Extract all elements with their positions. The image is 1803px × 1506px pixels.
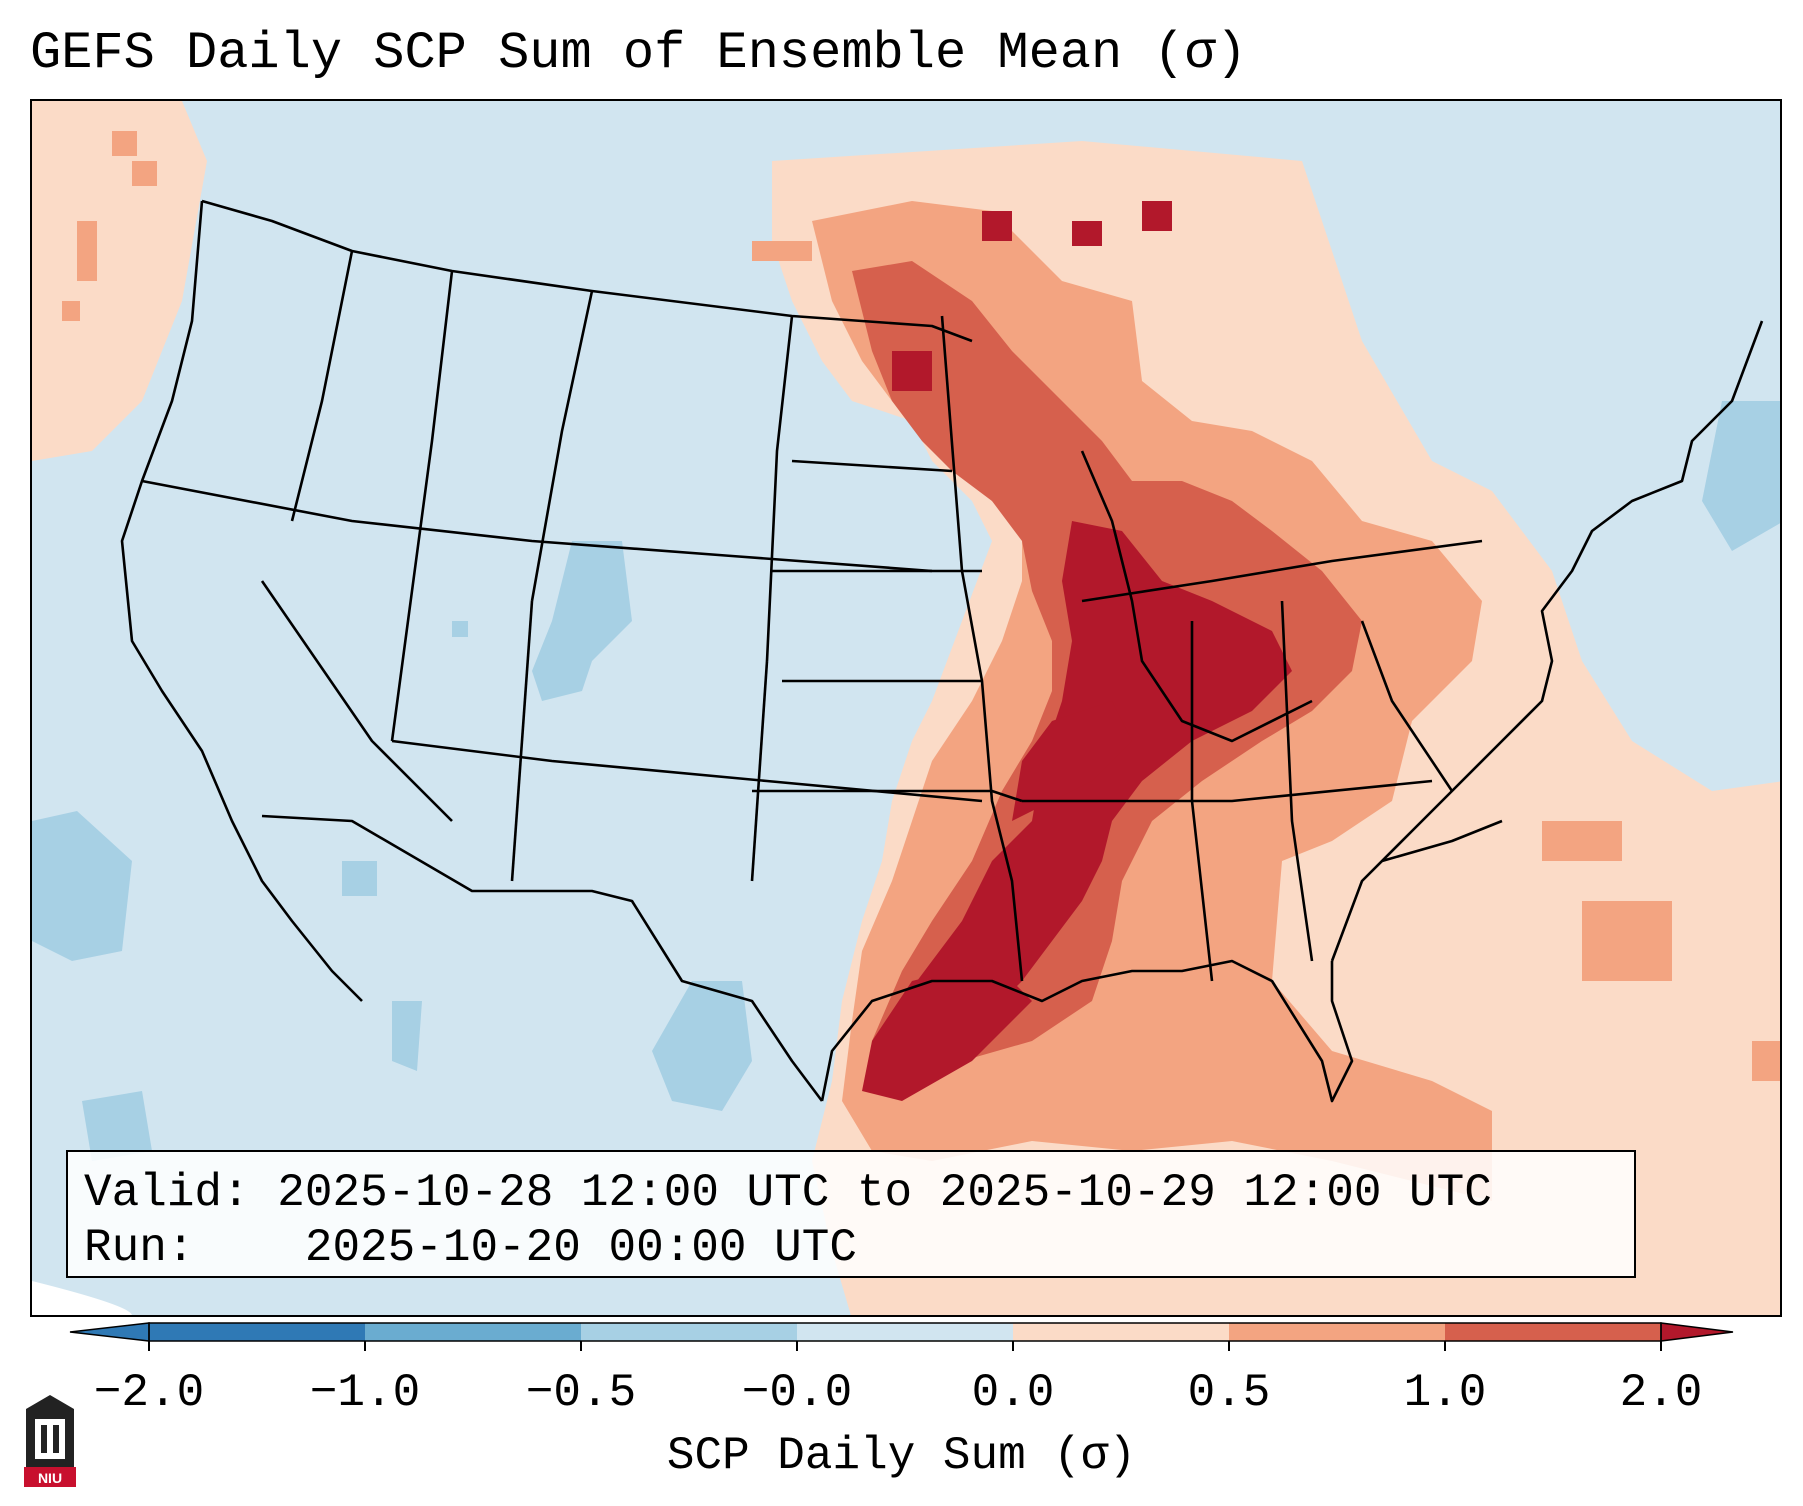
state-line	[1381, 819, 1503, 863]
map-panel	[30, 99, 1782, 1317]
state-line	[1360, 620, 1454, 792]
gulf-coast	[820, 959, 1354, 1103]
colorbar-segment	[1229, 1323, 1446, 1341]
state-line	[530, 290, 594, 602]
colorbar-tick-label: −2.0	[93, 1367, 205, 1419]
state-line	[750, 660, 769, 882]
colorbar-ticks	[148, 1341, 1662, 1351]
atlantic-cell	[1582, 901, 1672, 981]
pacific-cell	[112, 131, 137, 156]
pacific-cell	[62, 301, 80, 321]
pacific-negative-area	[32, 811, 132, 961]
mexico-border	[261, 814, 824, 1102]
max-positive-area	[862, 961, 1032, 1101]
colorbar-tick-label: −1.0	[309, 1367, 421, 1419]
colorbar-segment	[149, 1323, 366, 1341]
scp-field-map	[32, 101, 1780, 1315]
north-cell	[1072, 221, 1102, 246]
colorbar-segment	[1445, 1323, 1662, 1341]
atlantic-negative-area	[1702, 401, 1780, 551]
canada-border	[201, 199, 973, 343]
colorbar-segment	[1013, 1323, 1230, 1341]
north-cell	[1142, 201, 1172, 231]
state-line	[1081, 539, 1483, 603]
east-coast	[1330, 320, 1764, 962]
state-line	[390, 270, 454, 742]
rockies-cell	[342, 861, 377, 896]
colorbar-tick-label: −0.0	[741, 1367, 853, 1419]
state-boundaries	[120, 199, 1764, 1103]
state-line	[510, 600, 534, 882]
run-value: 2025-10-20 00:00 UTC	[304, 1222, 857, 1274]
west-coast	[120, 200, 363, 1002]
colorbar	[69, 1322, 1734, 1351]
mexico-negative-area	[392, 1001, 422, 1071]
colorbar-segments	[149, 1323, 1662, 1341]
north-cell	[892, 351, 932, 391]
colorbar-extend-low	[69, 1322, 150, 1342]
logo-roof	[26, 1395, 74, 1409]
atlantic-cell	[1752, 1041, 1780, 1081]
state-line	[1022, 779, 1433, 803]
run-label: Run:	[84, 1222, 195, 1274]
niu-logo: NIU	[24, 1395, 76, 1487]
logo-band	[24, 1467, 76, 1487]
north-cell	[752, 241, 812, 261]
colorbar-extend-high	[1660, 1322, 1734, 1342]
anomaly-field	[32, 101, 1780, 1315]
state-line	[1190, 621, 1214, 982]
rockies-negative-area	[532, 541, 632, 701]
atlantic-cell	[1542, 821, 1622, 861]
north-cell	[982, 211, 1012, 241]
pacific-positive-area	[32, 101, 207, 461]
map-title: GEFS Daily SCP Sum of Ensemble Mean (σ)	[30, 24, 1247, 83]
colorbar-tick-label: 1.0	[1403, 1367, 1487, 1419]
max-positive-area	[1012, 701, 1132, 821]
projection-edge	[32, 1281, 132, 1315]
pacific-negative-area	[82, 1091, 152, 1161]
colorbar-segment	[581, 1323, 798, 1341]
state-line	[791, 459, 953, 473]
valid-value: 2025-10-28 12:00 UTC to 2025-10-29 12:00…	[277, 1167, 1492, 1219]
logo-text: NIU	[38, 1470, 62, 1486]
state-line	[260, 580, 453, 822]
colorbar-segment	[365, 1323, 582, 1341]
state-line	[940, 315, 1024, 982]
state-line	[141, 479, 933, 573]
mexico-negative-area	[652, 981, 752, 1111]
rockies-cell	[452, 621, 468, 637]
valid-label: Valid:	[84, 1167, 250, 1219]
colorbar-tick-label: 0.5	[1187, 1367, 1271, 1419]
colorbar-segment	[797, 1323, 1014, 1341]
colorbar-title: SCP Daily Sum (σ)	[666, 1430, 1137, 1482]
colorbar-tick-label: 0.0	[971, 1367, 1055, 1419]
state-line	[1280, 600, 1314, 962]
pacific-cell	[132, 161, 157, 186]
state-line	[290, 250, 354, 522]
state-line	[765, 315, 794, 662]
pacific-cell	[77, 221, 97, 281]
colorbar-outline	[148, 1322, 1662, 1342]
state-line	[1080, 450, 1313, 743]
colorbar-tick-label: 2.0	[1619, 1367, 1703, 1419]
validity-info-box: Valid: 2025-10-28 12:00 UTC to 2025-10-2…	[66, 1150, 1636, 1278]
colorbar-tick-label: −0.5	[525, 1367, 637, 1419]
